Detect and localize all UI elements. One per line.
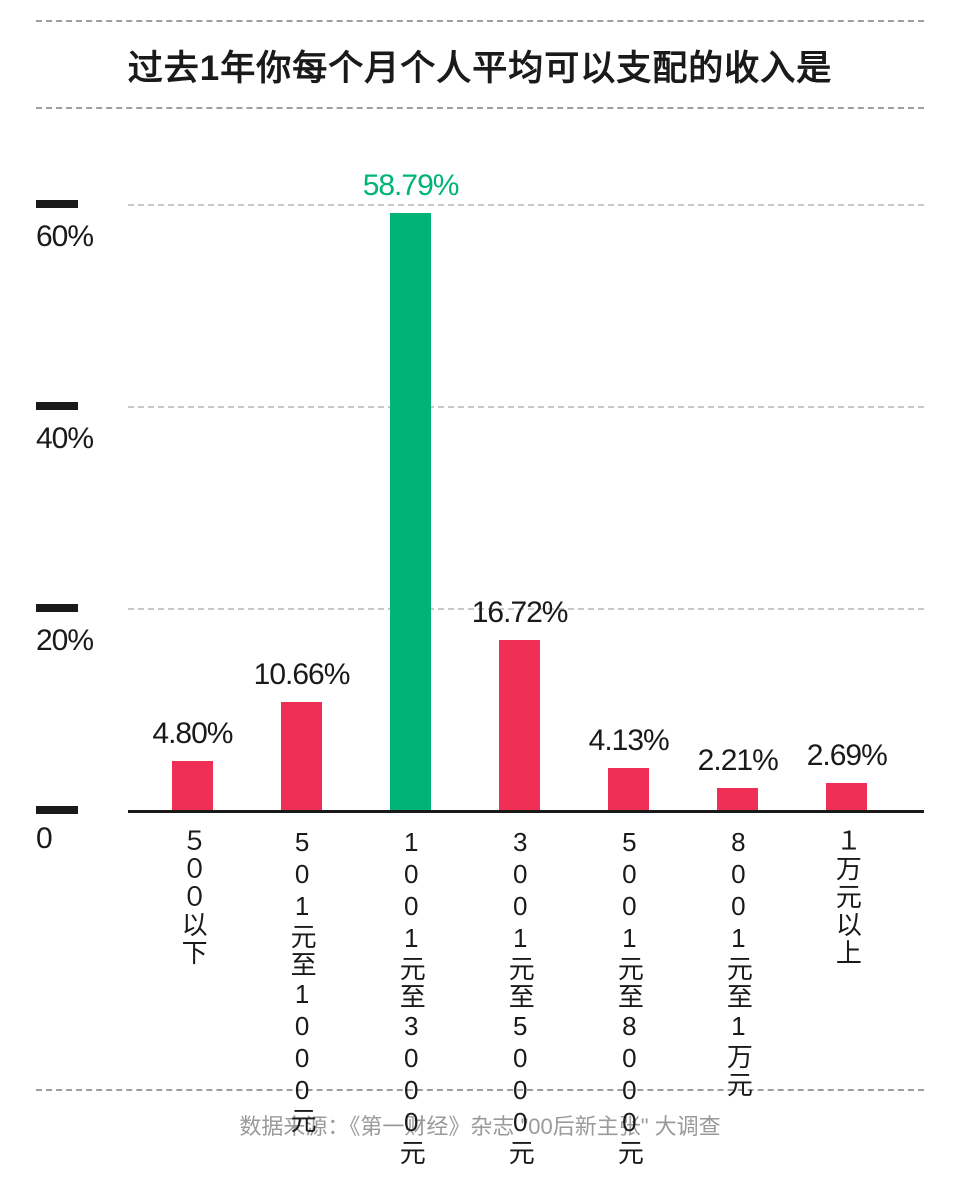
x-tick-label: ５００以下 [179,827,206,967]
bar-column: 58.79% [390,213,431,810]
y-tick [36,200,78,208]
x-axis-labels: ５００以下501元至1000元1001元至3000元3001元至5000元500… [128,813,924,1063]
x-tick-label: 1001元至3000元 [397,827,424,1167]
bar-column: 2.21% [717,788,758,810]
bar [826,783,867,810]
x-tick-label: 3001元至5000元 [506,827,533,1167]
y-tick [36,604,78,612]
bar-column: 4.13% [608,768,649,810]
gridline [128,406,924,408]
bar-value-label: 4.80% [152,717,232,751]
gridline [128,204,924,206]
y-tick [36,402,78,410]
y-tick [36,806,78,814]
x-tick-label: 5001元至8000元 [615,827,642,1167]
bar [717,788,758,810]
x-tick-label: 8001元至1万元 [724,827,751,1099]
bar-value-label: 2.69% [807,739,887,773]
bar-column: 10.66% [281,702,322,810]
y-tick-label: 60% [36,220,116,254]
y-tick-label-0: 0 [36,822,116,856]
chart-card: 过去1年你每个月个人平均可以支配的收入是 20% 40% 60% 0 4.80% 10.6… [0,0,960,1184]
chart-title: 过去1年你每个月个人平均可以支配的收入是 [36,40,924,91]
source-footer: 数据来源：《第一财经》杂志 "00后新主张" 大调查 [36,1089,924,1141]
bar [172,761,213,810]
y-tick-label: 40% [36,422,116,456]
bar [608,768,649,810]
y-tick-label: 20% [36,624,116,658]
bar-value-label: 10.66% [254,658,350,692]
bar-column: 16.72% [499,640,540,810]
bar-column: 2.69% [826,783,867,810]
bar-value-label: 2.21% [698,744,778,778]
bar [499,640,540,810]
bar [390,213,431,810]
bar-column: 4.80% [172,761,213,810]
bar-value-label: 4.13% [589,724,669,758]
x-tick-label: １万元以上 [833,827,860,967]
title-block: 过去1年你每个月个人平均可以支配的收入是 [36,20,924,109]
plot-area: 20%40%60%04.80%10.66%58.79%16.72%4.13%2.… [128,143,924,813]
bar [281,702,322,810]
x-tick-label: 501元至1000元 [288,827,315,1135]
bar-value-label: 58.79% [363,169,459,203]
bar-value-label: 16.72% [472,596,568,630]
bar-chart: 20% 40% 60% 0 4.80% 10.66% 58.79% 16.72% 4.13% 2.… [36,143,924,1063]
